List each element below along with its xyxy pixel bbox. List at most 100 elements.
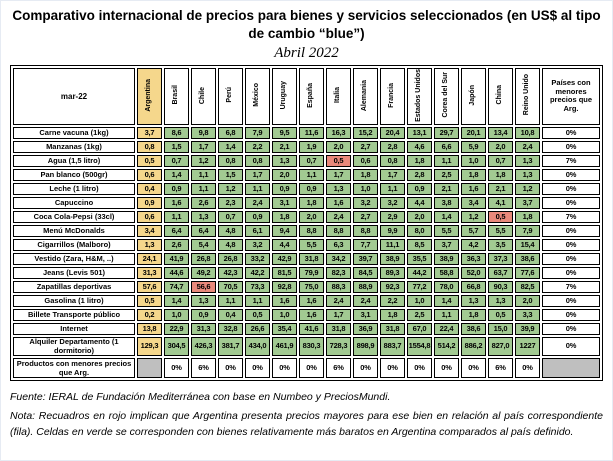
table-row: Leche (1 litro) 0,4 0,9 1,1 1,2 1,1 0,9 0,9 1,3 1… xyxy=(13,183,600,196)
price-cell: 1,3 xyxy=(515,155,540,168)
price-cell: 84,5 xyxy=(353,267,378,280)
price-cell: 26,6 xyxy=(245,323,270,336)
price-cell: 1,3 xyxy=(488,295,513,308)
country-header-méxico: México xyxy=(245,67,270,126)
price-cell: 8,8 xyxy=(299,225,324,238)
price-cell: 15,2 xyxy=(353,127,378,140)
price-cell: 56,6 xyxy=(191,281,216,294)
price-cell: 0,5 xyxy=(488,211,513,224)
price-cell: 32,8 xyxy=(218,323,243,336)
country-pct-cell: 0% xyxy=(272,358,297,379)
table-row: Agua (1,5 litro) 0,5 0,7 1,2 0,8 0,8 1,3 0,7 0,5… xyxy=(13,155,600,168)
price-cell: 1,8 xyxy=(515,211,540,224)
price-cell: 77,6 xyxy=(515,267,540,280)
country-header-reino-unido: Reino Unido xyxy=(515,67,540,126)
country-pct-cell: 0% xyxy=(380,358,405,379)
price-cell: 0,9 xyxy=(272,183,297,196)
country-header-perú: Perú xyxy=(218,67,243,126)
country-pct-cell: 6% xyxy=(191,358,216,379)
price-cell: 1,0 xyxy=(353,183,378,196)
price-cell: 26,8 xyxy=(218,253,243,266)
country-header-label: Corea del Sur xyxy=(442,72,450,118)
price-cell: 92,3 xyxy=(380,281,405,294)
country-pct-cell: 0% xyxy=(434,358,459,379)
price-cell: 426,3 xyxy=(191,337,216,357)
empty-cell xyxy=(542,358,600,379)
price-cell: 0,8 xyxy=(380,155,405,168)
price-cell: 0,5 xyxy=(326,155,351,168)
price-cell: 42,3 xyxy=(218,267,243,280)
price-cell: 5,7 xyxy=(461,225,486,238)
price-cell: 1,0 xyxy=(461,155,486,168)
source-note: Fuente: IERAL de Fundación Mediterránea … xyxy=(10,391,391,404)
price-cell: 38,6 xyxy=(461,323,486,336)
price-cell: 31,3 xyxy=(191,323,216,336)
page-subtitle: Abril 2022 xyxy=(274,44,339,61)
pct-cell: 0% xyxy=(542,309,600,322)
table-header: mar-22 Argentina Brasil Chile Perú México Urug… xyxy=(13,67,600,126)
price-cell: 1,7 xyxy=(380,169,405,182)
country-header-label: Argentina xyxy=(145,78,153,112)
price-cell: 0,9 xyxy=(299,183,324,196)
price-cell: 2,5 xyxy=(407,309,432,322)
price-cell: 1,3 xyxy=(272,155,297,168)
price-cell: 2,1 xyxy=(488,183,513,196)
price-cell: 38,6 xyxy=(515,253,540,266)
price-cell: 5,9 xyxy=(461,141,486,154)
pct-cell: 0% xyxy=(542,197,600,210)
price-cell: 1,1 xyxy=(218,295,243,308)
table-row: Manzanas (1kg) 0,8 1,5 1,7 1,4 2,2 2,1 1,9 2,0 2,… xyxy=(13,141,600,154)
price-cell: 1,2 xyxy=(218,183,243,196)
country-pct-cell: 0% xyxy=(299,358,324,379)
price-cell: 0,9 xyxy=(191,309,216,322)
price-cell: 0,6 xyxy=(353,155,378,168)
pct-cell: 0% xyxy=(542,337,600,357)
row-label: Capuccino xyxy=(13,197,135,210)
price-cell: 31,3 xyxy=(137,267,162,280)
price-cell: 1,8 xyxy=(461,309,486,322)
price-cell: 886,2 xyxy=(461,337,486,357)
country-pct-cell: 6% xyxy=(326,358,351,379)
price-cell: 1227 xyxy=(515,337,540,357)
price-cell: 78,0 xyxy=(434,281,459,294)
price-cell: 39,9 xyxy=(515,323,540,336)
price-cell: 2,4 xyxy=(326,211,351,224)
price-cell: 89,3 xyxy=(380,267,405,280)
price-cell: 63,7 xyxy=(488,267,513,280)
price-cell: 13,4 xyxy=(488,127,513,140)
price-cell: 52,0 xyxy=(461,267,486,280)
price-cell: 3,5 xyxy=(488,239,513,252)
price-cell: 1,5 xyxy=(218,169,243,182)
price-cell: 66,8 xyxy=(461,281,486,294)
table-row: Coca Cola-Pepsi (33cl) 0,6 1,1 1,3 0,7 0,9 1,8… xyxy=(13,211,600,224)
row-label: Billete Transporte público xyxy=(13,309,135,322)
price-cell: 31,8 xyxy=(380,323,405,336)
row-label: Internet xyxy=(13,323,135,336)
price-cell: 1,3 xyxy=(326,183,351,196)
price-cell: 1,0 xyxy=(272,309,297,322)
methodology-note: Nota: Recuadros en rojo implican que Arg… xyxy=(10,410,603,439)
price-cell: 2,0 xyxy=(515,295,540,308)
price-cell: 1,1 xyxy=(191,169,216,182)
price-cell: 3,7 xyxy=(515,197,540,210)
country-header-label: Uruguay xyxy=(280,80,288,110)
price-cell: 36,3 xyxy=(461,253,486,266)
price-cell: 2,8 xyxy=(407,169,432,182)
price-cell: 13,1 xyxy=(407,127,432,140)
price-cell: 1,4 xyxy=(434,295,459,308)
price-cell: 1,2 xyxy=(191,155,216,168)
pct-cell: 0% xyxy=(542,127,600,140)
row-label: Menú McDonalds xyxy=(13,225,135,238)
price-cell: 20,4 xyxy=(380,127,405,140)
price-cell: 1,8 xyxy=(407,155,432,168)
price-cell: 9,5 xyxy=(272,127,297,140)
price-cell: 0,7 xyxy=(164,155,189,168)
price-cell: 1,4 xyxy=(434,211,459,224)
row-label: Pan blanco (500gr) xyxy=(13,169,135,182)
price-cell: 3,2 xyxy=(353,197,378,210)
price-cell: 11,1 xyxy=(380,239,405,252)
pct-cell: 0% xyxy=(542,141,600,154)
country-header-label: China xyxy=(496,85,504,105)
price-cell: 0,7 xyxy=(488,155,513,168)
